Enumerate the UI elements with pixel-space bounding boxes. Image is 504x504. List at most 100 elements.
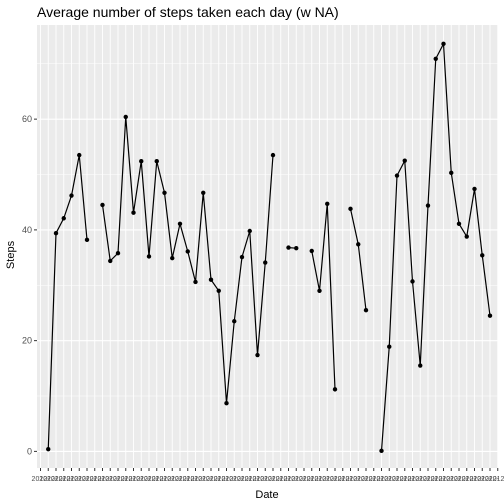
- x-tick-label: 2012-: [419, 476, 438, 483]
- x-tick-label: 2012-: [249, 476, 268, 483]
- x-tick-label: 2012-: [481, 476, 500, 483]
- x-tick-label: 2012-: [404, 476, 423, 483]
- data-point: [208, 277, 214, 282]
- x-tick-label: 2012-: [39, 476, 58, 483]
- chart-title: Average number of steps taken each day (…: [37, 4, 339, 20]
- data-point: [356, 242, 361, 247]
- x-tick-label: 2012-: [365, 476, 384, 483]
- data-point: [69, 193, 74, 198]
- x-tick-label: 2012-: [117, 476, 136, 483]
- data-point: [433, 56, 438, 61]
- data-point: [456, 221, 462, 226]
- data-point: [131, 210, 136, 215]
- x-tick-label: 2012-: [326, 476, 345, 483]
- x-tick-label: 2012-: [194, 476, 213, 483]
- x-tick-label: 2012-: [94, 476, 113, 483]
- data-point: [53, 231, 59, 236]
- data-point: [363, 307, 369, 313]
- data-point: [84, 237, 90, 243]
- x-tick-label: 2012-: [466, 476, 485, 483]
- x-tick-label: 2012-: [179, 476, 198, 483]
- data-point: [232, 319, 237, 324]
- x-tick-label: 2012-: [272, 476, 291, 483]
- x-tick-label: 2012-: [109, 476, 128, 483]
- data-point: [255, 352, 260, 358]
- x-tick-label: 2012-: [32, 476, 51, 483]
- data-point: [146, 254, 152, 259]
- y-tick-label: 40: [22, 225, 32, 235]
- x-tick-label: 2012-: [373, 476, 392, 483]
- x-tick-label: 2012-: [218, 476, 237, 483]
- x-tick-label: 2012-: [458, 476, 477, 483]
- data-point: [410, 279, 415, 284]
- data-point: [115, 250, 121, 256]
- data-point: [286, 245, 291, 250]
- y-tick-label: 0: [27, 446, 32, 456]
- x-tick-label: 2012-: [156, 476, 175, 483]
- data-point: [177, 221, 183, 226]
- x-tick-label: 2012-: [210, 476, 229, 483]
- x-tick-label: 2012-: [396, 476, 415, 483]
- y-tick-label: 60: [22, 114, 32, 124]
- y-tick-label: 20: [22, 336, 32, 346]
- data-point: [309, 248, 314, 254]
- data-point: [294, 245, 299, 251]
- x-axis-title: Date: [255, 489, 278, 501]
- x-tick-label: 2012-: [295, 476, 314, 483]
- x-tick-label: 2012-: [256, 476, 275, 483]
- x-tick-label: 2012-: [427, 476, 446, 483]
- data-point: [108, 258, 113, 264]
- x-tick-label: 2012-: [225, 476, 244, 483]
- x-tick-label: 2012-: [450, 476, 469, 483]
- data-point: [61, 216, 66, 221]
- data-point: [418, 363, 423, 368]
- data-point: [487, 313, 493, 318]
- x-tick-label: 2012-: [202, 476, 221, 483]
- data-point: [449, 170, 454, 176]
- x-tick-label: 2012-: [171, 476, 190, 483]
- x-tick-label: 2012-: [380, 476, 399, 483]
- x-tick-label: 2012-: [101, 476, 120, 483]
- x-tick-label: 2012-: [78, 476, 97, 483]
- x-tick-label: 2012-: [163, 476, 182, 483]
- x-tick-label: 2012-: [125, 476, 144, 483]
- x-tick-label: 2012-: [349, 476, 368, 483]
- x-tick-label: 2012-: [311, 476, 330, 483]
- data-point: [464, 234, 469, 239]
- data-point: [216, 288, 221, 293]
- x-tick-label: 2012-: [241, 476, 260, 483]
- line-segment: [311, 203, 336, 390]
- x-tick-label: 2012-: [47, 476, 66, 483]
- data-point: [162, 190, 167, 195]
- data-point: [348, 206, 353, 212]
- data-point: [472, 186, 477, 192]
- y-axis-title: Steps: [5, 240, 17, 269]
- x-tick-label: 2012-: [435, 476, 454, 483]
- data-point: [139, 159, 144, 164]
- data-point: [77, 152, 82, 158]
- data-points: [46, 41, 493, 454]
- x-tick-label: 2012-: [63, 476, 82, 483]
- x-tick-label: 2012-: [280, 476, 299, 483]
- x-tick-label: 2012-: [388, 476, 407, 483]
- x-tick-label: 2012-: [187, 476, 206, 483]
- line-segment: [47, 155, 88, 450]
- data-point: [480, 253, 485, 258]
- data-point: [402, 158, 407, 163]
- x-tick-label: 2012-: [342, 476, 361, 483]
- data-point: [185, 249, 190, 254]
- data-point: [247, 228, 252, 234]
- data-point: [394, 173, 400, 178]
- x-tick-label: 2012-: [132, 476, 151, 483]
- x-tick-label: 2012-: [411, 476, 430, 483]
- data-point: [263, 260, 268, 265]
- axis-ticks: 02040602012-2012-2012-2012-2012-2012-201…: [22, 114, 504, 483]
- x-tick-label: 2012-: [334, 476, 353, 483]
- data-point: [317, 288, 322, 293]
- x-tick-label: 2012-: [140, 476, 159, 483]
- data-point: [239, 254, 245, 260]
- data-point: [154, 159, 159, 164]
- data-point: [123, 114, 128, 120]
- x-tick-label: 2012-: [148, 476, 167, 483]
